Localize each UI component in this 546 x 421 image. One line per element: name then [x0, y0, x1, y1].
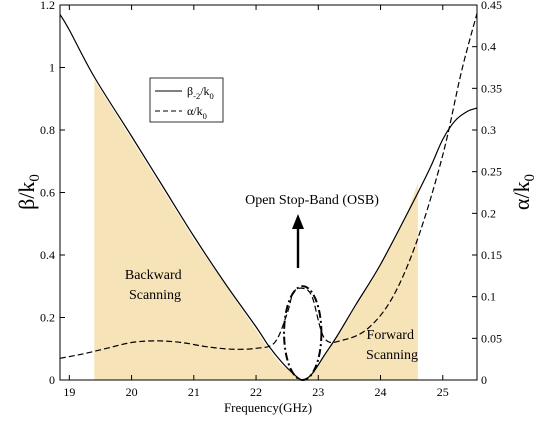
x-axis-label: Frequency(GHz) — [224, 400, 312, 415]
x-tick-label: 23 — [312, 385, 324, 399]
y-right-tick-label: 0.45 — [481, 0, 502, 12]
y-left-label-group: β/k0 — [14, 174, 43, 210]
backward-line-1: Backward — [125, 268, 182, 283]
x-tick-label: 21 — [188, 385, 200, 399]
osb-ellipse — [283, 285, 323, 382]
alpha-curve — [59, 13, 478, 359]
forward-line-1: Forward — [367, 328, 414, 343]
backward-scanning-label: Backward Scanning — [125, 268, 185, 303]
x-tick-label: 24 — [375, 385, 387, 399]
y-left-ticks: 0 0.2 0.4 0.6 0.8 1 1.2 — [40, 0, 65, 387]
y-left-tick-label: 0.6 — [40, 186, 55, 200]
legend-beta-sub: -2 — [193, 91, 200, 101]
y-left-label-sub: 0 — [27, 174, 43, 182]
legend-alpha-sub: 0 — [203, 111, 207, 121]
x-tick-label: 25 — [437, 385, 449, 399]
y-right-tick-label: 0.35 — [481, 81, 502, 95]
y-right-tick-label: 0.15 — [481, 248, 502, 262]
legend-label-alpha: α/k0 — [187, 104, 207, 121]
x-tick-label: 22 — [250, 385, 262, 399]
forward-scanning-label: Forward Scanning — [366, 328, 418, 363]
y-left-tick-label: 1.2 — [40, 0, 55, 12]
osb-annotation: Open Stop-Band (OSB) — [245, 193, 379, 268]
y-right-label-sub: 0 — [522, 174, 538, 182]
y-left-tick-label: 0 — [49, 373, 55, 387]
y-right-label-group: α/k0 — [509, 174, 538, 210]
y-left-tick-label: 0.8 — [40, 123, 55, 137]
osb-label: Open Stop-Band (OSB) — [245, 193, 379, 208]
y-left-label: β/k0 — [14, 174, 43, 210]
x-tick-label: 20 — [126, 385, 138, 399]
y-right-tick-label: 0 — [481, 373, 487, 387]
shaded-regions — [94, 80, 418, 380]
y-right-tick-label: 0.1 — [481, 290, 496, 304]
legend-beta-sub0: 0 — [210, 91, 214, 101]
x-ticks: 19 20 21 22 23 24 25 — [63, 5, 449, 399]
y-right-label: α/k0 — [509, 174, 538, 210]
y-right-tick-label: 0.3 — [481, 123, 496, 137]
backward-line-2: Scanning — [129, 288, 181, 303]
y-right-ticks: 0 0.05 0.1 0.15 0.2 0.25 0.3 0.35 0.4 0.45 — [472, 0, 502, 387]
forward-line-2: Scanning — [366, 348, 418, 363]
y-left-tick-label: 0.4 — [40, 248, 55, 262]
osb-arrow-head — [292, 214, 304, 229]
y-right-tick-label: 0.2 — [481, 206, 496, 220]
legend-beta-rest: /k — [200, 84, 209, 98]
y-left-tick-label: 1 — [49, 61, 55, 75]
x-tick-label: 19 — [63, 385, 75, 399]
shaded-region-1 — [94, 80, 303, 380]
y-right-tick-label: 0.4 — [481, 40, 496, 54]
legend-box — [149, 77, 224, 123]
legend: β-2/k0 α/k0 — [149, 77, 224, 123]
shaded-region-2 — [302, 183, 418, 380]
osb-group — [283, 285, 323, 382]
y-left-tick-label: 0.2 — [40, 311, 55, 325]
y-right-tick-label: 0.25 — [481, 165, 502, 179]
y-right-tick-label: 0.05 — [481, 331, 502, 345]
